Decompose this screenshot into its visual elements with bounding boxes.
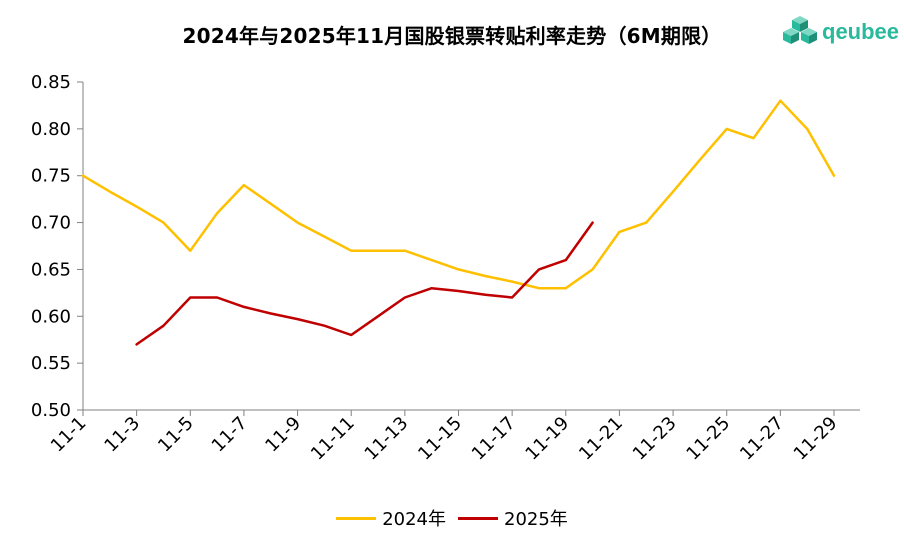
brand-logo: qeubee [782, 14, 899, 50]
y-tick-label: 0.65 [31, 259, 71, 280]
y-tick-label: 0.50 [31, 400, 71, 421]
x-tick-label: 11-3 [100, 413, 144, 457]
chart-legend: 2024年 2025年 [0, 505, 904, 531]
x-tick-label: 11-23 [629, 413, 681, 465]
x-tick-label: 11-13 [361, 413, 413, 465]
x-tick-label: 11-9 [261, 413, 305, 457]
x-tick-label: 11-17 [468, 413, 520, 465]
x-tick-label: 11-21 [575, 413, 627, 465]
legend-item-2024: 2024年 [336, 505, 446, 531]
legend-label-2024: 2024年 [382, 509, 446, 530]
y-tick-label: 0.60 [31, 306, 71, 327]
legend-swatch-2024 [336, 516, 377, 520]
series-line-2025 [135, 221, 594, 346]
x-tick-label: 11-27 [736, 413, 788, 465]
y-tick-label: 0.75 [31, 166, 71, 187]
x-tick-label: 11-7 [208, 413, 252, 457]
x-tick-label: 11-19 [521, 413, 573, 465]
x-tick-label: 11-11 [307, 413, 359, 465]
legend-item-2025: 2025年 [458, 505, 568, 531]
y-tick-label: 0.85 [31, 72, 71, 93]
chart-title: 2024年与2025年11月国股银票转贴利率走势（6M期限） [182, 24, 722, 48]
y-tick-label: 0.80 [31, 119, 71, 140]
brand-name: qeubee [822, 19, 900, 44]
y-tick-label: 0.70 [31, 213, 71, 234]
x-tick-label: 11-25 [682, 413, 734, 465]
cube-cluster-icon [783, 16, 817, 44]
y-tick-label: 0.55 [31, 353, 71, 374]
x-tick-label: 11-15 [414, 413, 466, 465]
series-line-2024 [81, 99, 836, 290]
x-tick-label: 11-29 [790, 413, 842, 465]
x-tick-label: 11-5 [154, 413, 198, 457]
chart-series [81, 99, 836, 346]
legend-label-2025: 2025年 [504, 509, 568, 530]
legend-swatch-2025 [458, 516, 498, 520]
